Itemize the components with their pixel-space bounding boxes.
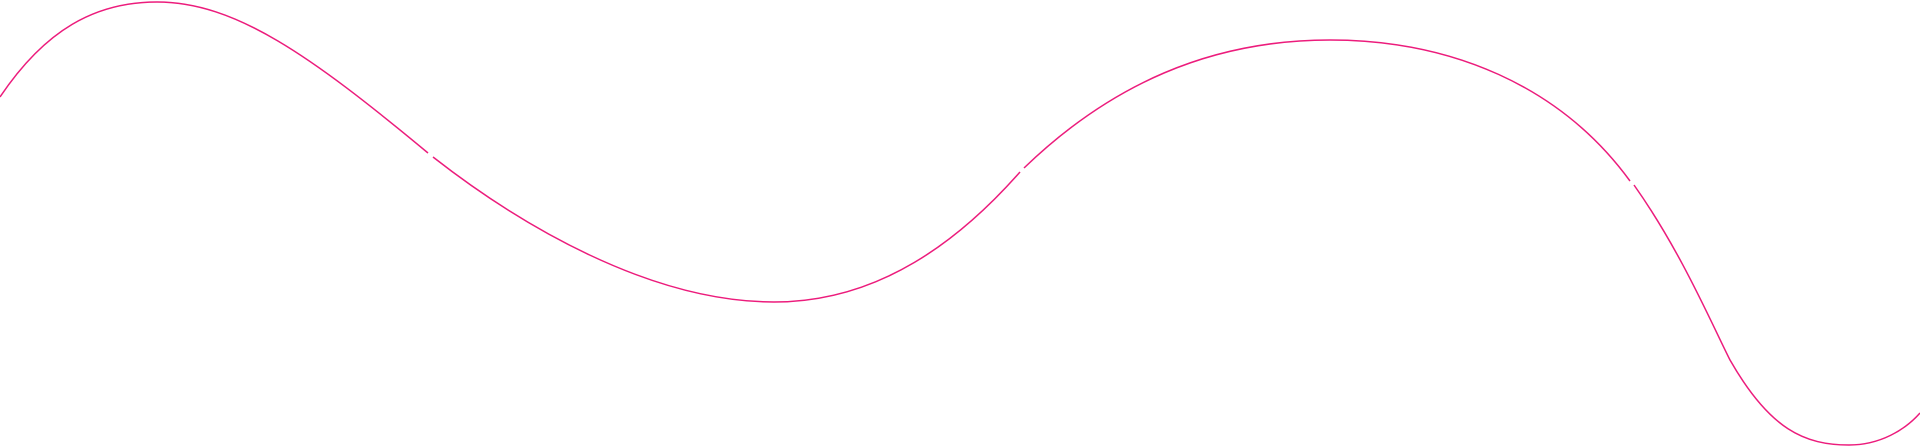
wave-segment-1: [0, 1, 429, 154]
wave-segment-4: [1633, 184, 1920, 446]
wave-segment-3: [1023, 39, 1631, 182]
wave-segment-2: [432, 156, 1021, 303]
